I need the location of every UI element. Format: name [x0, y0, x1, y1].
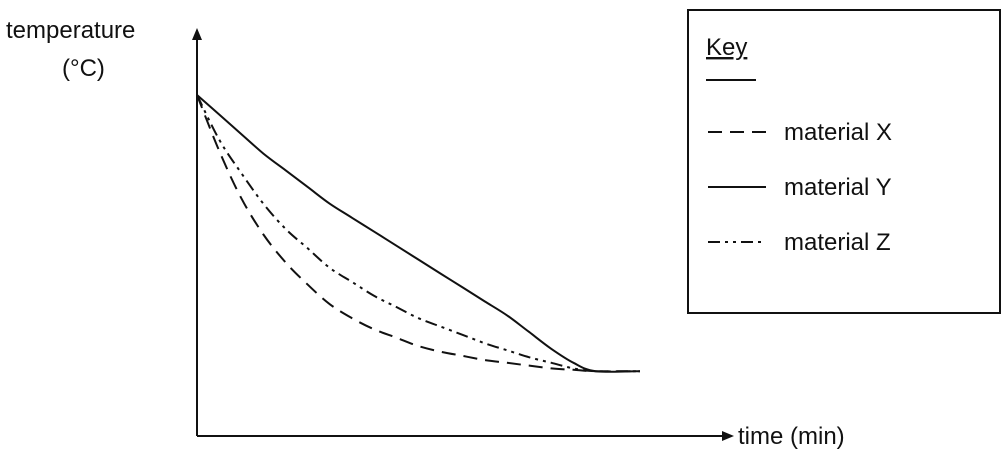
y-axis-label-line2: (°C)	[62, 55, 105, 82]
legend-label-material-z: material Z	[784, 229, 891, 256]
legend-title: Key	[706, 34, 747, 61]
y-axis-label-line1: temperature	[6, 17, 135, 44]
legend-entries: material X material Y material Z	[708, 119, 892, 256]
legend-label-material-x: material X	[784, 119, 892, 146]
series-group	[196, 94, 641, 373]
x-axis-label: time (min)	[738, 423, 845, 450]
legend: Key material X material Y material Z	[687, 9, 1001, 314]
legend-label-material-y: material Y	[784, 174, 892, 201]
series-line-material-y	[196, 94, 641, 373]
series-line-material-x	[196, 94, 641, 373]
legend-box	[687, 9, 1001, 314]
series-line-material-z	[196, 94, 641, 373]
